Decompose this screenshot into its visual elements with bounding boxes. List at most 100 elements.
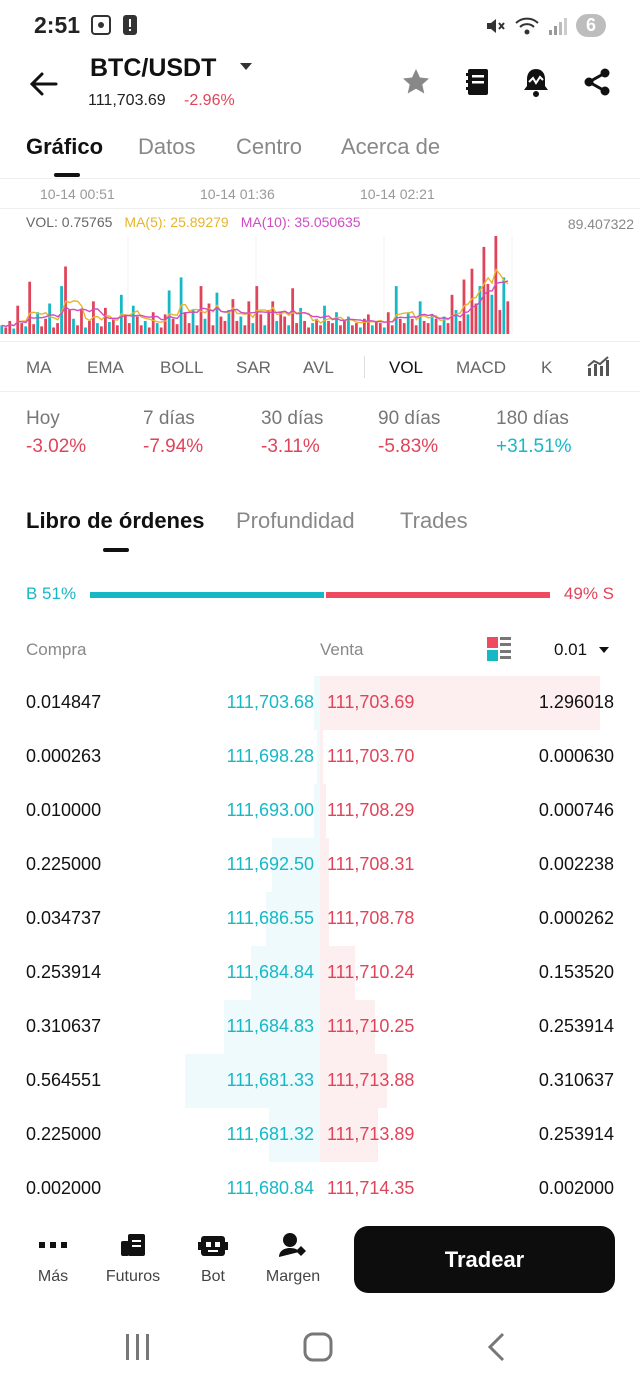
volume-bar [283,316,287,334]
indicator-avl[interactable]: AVL [303,358,334,377]
volume-bar [327,320,330,334]
bottom-item-mas[interactable]: Más [18,1230,88,1286]
volume-bar [386,312,390,334]
share-icon[interactable] [581,66,613,98]
volume-bar [486,283,490,334]
volume-bar [84,327,87,334]
volume-bar [239,316,243,334]
bottom-item-margen[interactable]: Margen [258,1230,328,1286]
tab-grafico[interactable]: Gráfico [26,134,104,159]
sell-price: 111,710.25 [327,1016,415,1036]
notebook-icon[interactable] [462,66,494,98]
volume-bar [458,320,462,334]
volume-bar [267,310,271,334]
indicator-boll[interactable]: BOLL [160,358,204,377]
sell-depth-bar [320,838,329,892]
indicator-sar[interactable]: SAR [236,358,271,377]
perf-item: 180 días +31.51% [496,408,572,458]
volume-bar [382,327,386,334]
volume-bar [32,324,36,334]
orderbook-layout-icon[interactable] [486,636,512,662]
volume-bar [343,320,346,334]
volume-bar [362,318,366,334]
volume-bar [263,325,267,334]
orderbook-row[interactable]: 0.253914 111,684.84 111,710.24 0.153520 [0,946,640,1000]
volume-bar [115,325,119,334]
volume-bar [374,320,378,334]
caret-down-icon [598,647,609,653]
indicator-macd[interactable]: MACD [456,358,507,377]
sell-price: 111,708.78 [327,908,415,928]
tab-centro[interactable]: Centro [236,134,303,159]
trade-button[interactable]: Tradear [354,1226,615,1293]
volume-bar [151,312,155,334]
bottom-item-bot[interactable]: Bot [178,1230,248,1286]
sell-price: 111,708.29 [327,800,415,820]
volume-bar [127,323,131,334]
time-label: 10-14 00:51 [40,186,115,202]
star-icon[interactable] [400,66,432,98]
indicator-ma[interactable]: MA [26,358,52,377]
vol-legend: VOL: 0.75765 MA(5): 25.89279 MA(10): 35.… [26,214,361,230]
depth-select[interactable]: 0.01 [554,640,610,660]
time-label: 10-14 01:36 [200,186,275,202]
orderbook-row[interactable]: 0.310637 111,684.83 111,710.25 0.253914 [0,1000,640,1054]
performance-row: Hoy -3.02% 7 días -7.94% 30 días -3.11% … [0,400,640,470]
ma10-line [1,280,509,328]
sell-price: 111,703.69 [327,692,415,712]
orderbook-row[interactable]: 0.014847 111,703.68 111,703.69 1.296018 [0,676,640,730]
volume-bar [358,327,362,334]
volume-bar [482,246,486,334]
sell-depth-bar [320,892,329,946]
volume-bar [394,286,398,334]
more-dots-icon [39,1242,67,1248]
tab-profundidad[interactable]: Profundidad [236,508,355,533]
vol-max-label: 89.407322 [567,216,634,232]
volume-chart[interactable]: 10-14 00:51 10-14 01:36 10-14 02:21 VOL:… [0,180,640,342]
tab-libro-de-ordenes[interactable]: Libro de órdenes [26,508,205,533]
recent-apps-icon[interactable] [124,1330,152,1364]
orderbook-rows: 0.014847 111,703.68 111,703.69 1.296018 0.0… [0,676,640,1216]
orderbook-row[interactable]: 0.010000 111,693.00 111,708.29 0.000746 [0,784,640,838]
tab-datos[interactable]: Datos [138,134,196,159]
home-icon[interactable] [302,1330,334,1364]
volume-bar [131,305,135,334]
back-nav-icon[interactable] [484,1330,508,1364]
bottom-item-futuros[interactable]: Futuros [98,1230,168,1286]
screenshot-icon [91,15,111,35]
volume-bar [64,266,67,334]
orderbook-row[interactable]: 0.564551 111,681.33 111,713.88 0.310637 [0,1054,640,1108]
indicator-vol[interactable]: VOL [389,358,424,377]
orderbook-row[interactable]: 0.225000 111,692.50 111,708.31 0.002238 [0,838,640,892]
orderbook-row[interactable]: 0.002000 111,680.84 111,714.35 0.002000 [0,1162,640,1216]
sell-price: 111,713.89 [327,1124,415,1144]
volume-bar [195,325,199,334]
back-arrow-icon[interactable] [26,66,62,102]
volume-bar [76,325,79,334]
orderbook-row[interactable]: 0.225000 111,681.32 111,713.89 0.253914 [0,1108,640,1162]
indicator-k[interactable]: K [541,358,553,377]
orderbook-row[interactable]: 0.000263 111,698.28 111,703.70 0.000630 [0,730,640,784]
volume-bar [366,314,370,334]
buy-qty: 0.253914 [26,962,102,982]
perf-value: -3.11% [261,436,320,457]
buy-price: 111,698.28 [226,746,314,766]
indicator-ema[interactable]: EMA [87,358,124,377]
volume-bar [143,320,147,334]
volume-bar [259,314,263,334]
volume-bar [307,327,310,334]
orderbook-row[interactable]: 0.034737 111,686.55 111,708.78 0.000262 [0,892,640,946]
volume-bar [80,310,83,334]
tab-acerca-de[interactable]: Acerca de [341,134,441,159]
tab-trades[interactable]: Trades [400,508,468,533]
volume-bar [155,323,159,334]
chevron-down-icon[interactable] [238,58,254,74]
bottom-action-bar: Más Futuros Bot Margen Tradear [0,1222,640,1302]
alert-bell-icon[interactable] [520,66,552,98]
time-label: 10-14 02:21 [360,186,435,202]
indicator-settings-icon[interactable] [586,354,610,378]
perf-value: +31.51% [496,436,572,457]
sell-price: 111,713.88 [327,1070,415,1090]
volume-bar [88,320,91,334]
pair-title[interactable]: BTC/USDT [90,54,217,82]
